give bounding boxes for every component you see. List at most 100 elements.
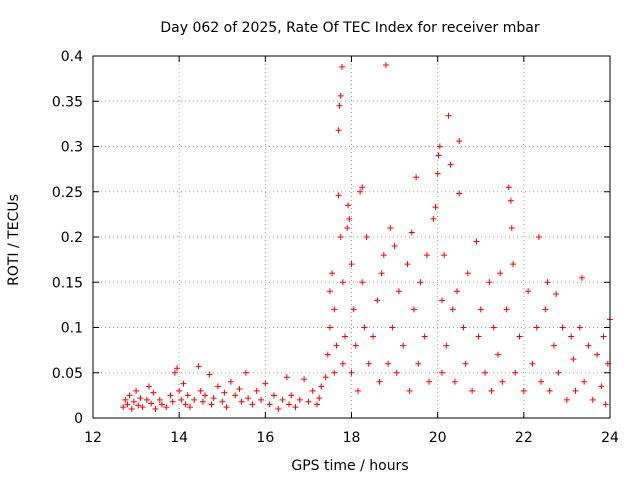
data-point	[598, 383, 605, 390]
data-point	[510, 261, 517, 268]
data-point	[333, 342, 340, 349]
data-point	[322, 374, 329, 381]
data-point	[350, 306, 357, 313]
data-point	[434, 170, 441, 177]
data-point	[546, 387, 553, 394]
data-point	[202, 392, 209, 399]
data-point	[395, 288, 402, 295]
data-point	[376, 378, 383, 385]
data-point	[342, 333, 349, 340]
data-point	[171, 369, 178, 376]
x-tick-label: 16	[256, 430, 274, 446]
data-point	[438, 369, 445, 376]
data-point	[389, 324, 396, 331]
data-point	[242, 369, 249, 376]
data-point	[445, 112, 452, 119]
data-point	[249, 401, 256, 408]
data-point	[404, 261, 411, 268]
data-point	[331, 306, 338, 313]
data-point	[456, 190, 463, 197]
data-point	[167, 392, 174, 399]
data-point	[180, 380, 187, 387]
data-point	[435, 152, 442, 159]
data-point	[214, 383, 221, 390]
data-point	[365, 360, 372, 367]
data-point	[578, 274, 585, 281]
data-point	[378, 270, 385, 277]
data-point	[602, 401, 609, 408]
data-point	[438, 297, 445, 304]
data-point	[283, 374, 290, 381]
y-tick-label: 0.15	[52, 275, 83, 291]
data-point	[336, 102, 343, 109]
data-point	[124, 401, 131, 408]
data-point	[516, 333, 523, 340]
data-point	[563, 396, 570, 403]
data-point	[232, 392, 239, 399]
data-point	[270, 392, 277, 399]
x-axis-ticks: 12 14 16 18 20 22 24	[84, 56, 619, 446]
data-point	[600, 333, 607, 340]
x-tick-label: 22	[515, 430, 533, 446]
data-point	[348, 369, 355, 376]
data-point	[324, 351, 331, 358]
data-point	[329, 270, 336, 277]
data-point	[279, 396, 286, 403]
data-point	[570, 356, 577, 363]
data-point	[436, 143, 443, 150]
data-point	[191, 396, 198, 403]
data-point	[286, 401, 293, 408]
data-point	[182, 401, 189, 408]
data-point	[335, 127, 342, 134]
data-point	[454, 288, 461, 295]
x-tick-label: 14	[170, 430, 188, 446]
data-point	[486, 279, 493, 286]
data-point	[301, 376, 308, 383]
data-point	[152, 405, 159, 412]
data-point	[258, 396, 265, 403]
data-point	[309, 387, 316, 394]
data-point	[421, 333, 428, 340]
data-point	[382, 62, 389, 69]
data-point	[520, 387, 527, 394]
data-point	[460, 324, 467, 331]
data-point	[417, 279, 424, 286]
data-point	[374, 297, 381, 304]
y-tick-label: 0.3	[61, 140, 83, 156]
data-point	[423, 252, 430, 259]
data-point	[594, 351, 601, 358]
data-point	[219, 398, 226, 405]
data-point	[245, 395, 252, 402]
data-point	[346, 215, 353, 222]
data-point	[363, 234, 370, 240]
data-point	[589, 396, 596, 403]
y-tick-label: 0.05	[52, 366, 83, 382]
data-point	[348, 261, 355, 268]
data-point	[391, 243, 398, 250]
data-point	[443, 342, 450, 349]
data-point	[568, 333, 575, 340]
data-point	[126, 392, 133, 399]
data-point	[508, 224, 515, 231]
data-point	[292, 404, 299, 411]
data-point	[326, 324, 333, 331]
data-point	[415, 360, 422, 367]
data-point	[585, 342, 592, 349]
data-point	[462, 360, 469, 367]
data-point	[359, 184, 366, 191]
data-point	[184, 392, 191, 399]
data-point	[314, 401, 321, 408]
data-point	[529, 360, 536, 367]
data-point	[195, 363, 202, 370]
y-tick-label: 0.1	[61, 321, 83, 337]
data-point	[296, 396, 303, 403]
data-point	[430, 215, 437, 222]
data-point	[352, 342, 359, 349]
data-point	[158, 401, 165, 408]
data-point	[512, 369, 519, 376]
data-point	[538, 378, 545, 385]
data-point	[318, 383, 325, 390]
data-point	[210, 395, 217, 402]
data-point	[449, 306, 456, 313]
data-point	[559, 324, 566, 331]
